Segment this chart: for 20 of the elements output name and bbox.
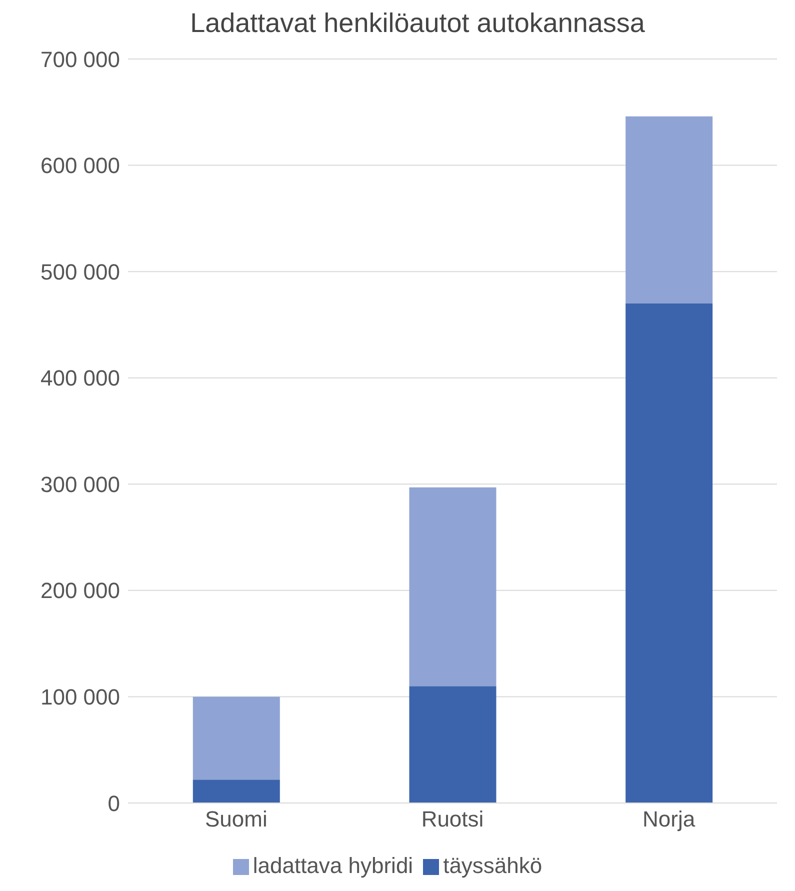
y-tick-label: 100 000 bbox=[40, 684, 120, 710]
legend-label: täyssähkö bbox=[443, 853, 542, 878]
chart-title: Ladattavat henkilöautot autokannassa bbox=[189, 8, 646, 39]
y-tick-label: 400 000 bbox=[40, 366, 120, 391]
y-tick-label: 700 000 bbox=[40, 46, 120, 72]
y-tick-label: 200 000 bbox=[40, 578, 120, 604]
bar bbox=[192, 780, 280, 803]
bar bbox=[192, 696, 280, 780]
y-tick-label: 500 000 bbox=[40, 259, 120, 284]
x-tick-label: Norja bbox=[642, 806, 696, 832]
bar bbox=[626, 303, 713, 803]
y-tick-label: 300 000 bbox=[40, 472, 120, 497]
x-tick-label: Suomi bbox=[204, 806, 268, 832]
bar bbox=[409, 487, 496, 686]
y-tick-label: 600 000 bbox=[40, 153, 120, 178]
y-tick-label: 0 bbox=[108, 790, 120, 816]
legend-label: ladattava hybridi bbox=[252, 853, 414, 878]
bar bbox=[626, 116, 713, 304]
bar bbox=[409, 686, 496, 803]
x-tick-label: Ruotsi bbox=[421, 806, 484, 832]
